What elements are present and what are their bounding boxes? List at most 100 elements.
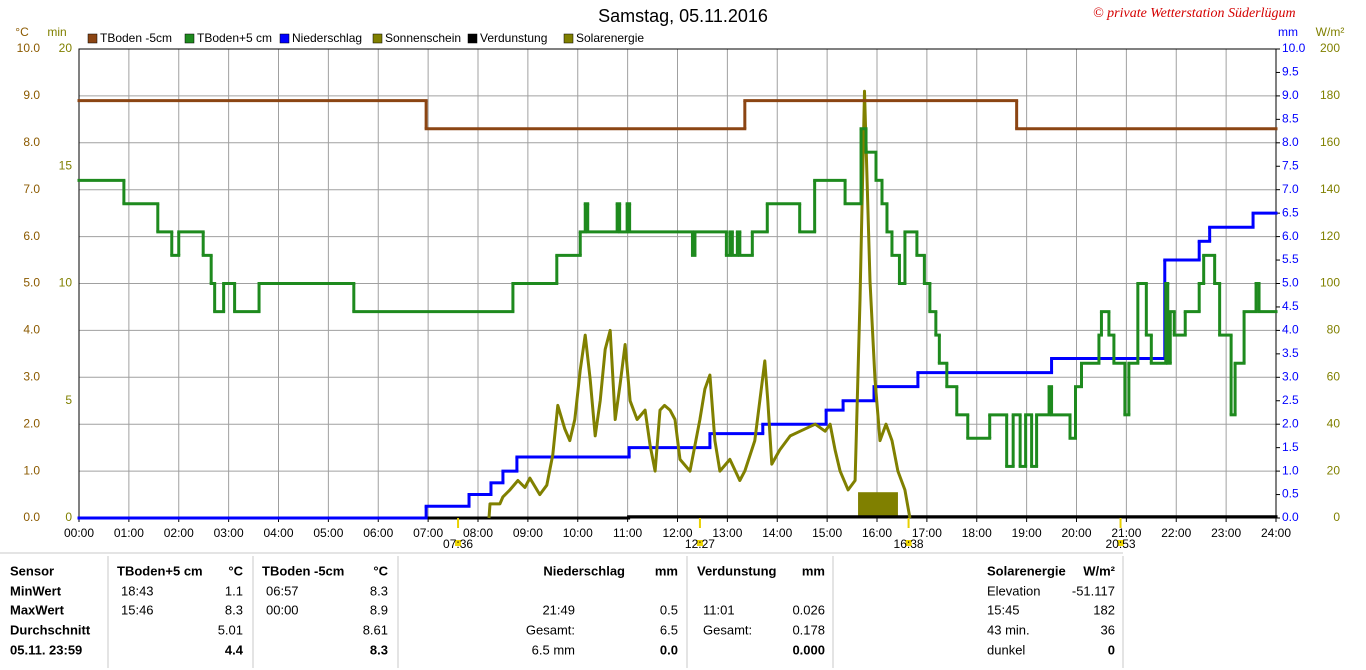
- bar: [858, 492, 898, 518]
- cell-value: 0.000: [792, 642, 825, 657]
- y-tick-label: 20: [59, 41, 73, 55]
- y-tick-label: 3.5: [1282, 346, 1299, 360]
- y-tick-label: 100: [1320, 276, 1340, 290]
- y-tick-label: 5.0: [1282, 276, 1299, 290]
- cell-value: 0.178: [792, 622, 825, 637]
- x-tick-label: 10:00: [563, 526, 593, 540]
- line: [487, 89, 912, 519]
- annotation-label: 07:36: [443, 537, 473, 551]
- y2-unit: mm: [1278, 25, 1298, 39]
- panel-unit: mm: [655, 563, 678, 578]
- cell-label: Elevation: [987, 583, 1040, 598]
- y3-unit: min: [47, 25, 66, 39]
- legend-swatch: [467, 33, 478, 44]
- x-tick-label: 19:00: [1012, 526, 1042, 540]
- x-tick-label: 24:00: [1261, 526, 1291, 540]
- x-tick-label: 12:00: [662, 526, 692, 540]
- y-tick-label: 6.0: [23, 229, 40, 243]
- cell-value: 8.61: [363, 622, 388, 637]
- cell-label: 18:43: [121, 583, 154, 598]
- y-tick-label: 15: [59, 158, 73, 172]
- panel-header: TBoden -5cm: [262, 563, 344, 578]
- cell-value: 8.3: [225, 602, 243, 617]
- legend-swatch: [563, 33, 574, 44]
- y-tick-label: 140: [1320, 182, 1340, 196]
- copyright: © private Wetterstation Süderlügum: [1093, 6, 1296, 21]
- cell-label: 06:57: [266, 583, 299, 598]
- cell-label: 43 min.: [987, 622, 1030, 637]
- x-tick-label: 18:00: [962, 526, 992, 540]
- cell-value: 8.9: [370, 602, 388, 617]
- chart-title: Samstag, 05.11.2016: [598, 6, 768, 26]
- legend-label: Sonnenschein: [385, 31, 461, 45]
- legend-label: Niederschlag: [292, 31, 362, 45]
- cell-label: 15:46: [121, 602, 154, 617]
- legend-swatch: [279, 33, 290, 44]
- annotation-label: 12:27: [685, 537, 715, 551]
- x-tick-label: 04:00: [263, 526, 293, 540]
- legend-label: Verdunstung: [480, 31, 547, 45]
- cell-value: 8.3: [370, 642, 388, 657]
- cell-label: Gesamt:: [703, 622, 752, 637]
- x-tick-label: 01:00: [114, 526, 144, 540]
- x-tick-label: 00:00: [64, 526, 94, 540]
- y-tick-label: 4.0: [1282, 323, 1299, 337]
- cell-value: 6.5: [660, 622, 678, 637]
- cell-label: 11:01: [703, 602, 735, 617]
- x-tick-label: 22:00: [1161, 526, 1191, 540]
- y-tick-label: 8.0: [1282, 135, 1299, 149]
- cell-value: 8.3: [370, 583, 388, 598]
- y4-unit: W/m²: [1316, 25, 1345, 39]
- y-tick-label: 5: [65, 393, 72, 407]
- legend-swatch: [184, 33, 195, 44]
- cell-value: -51.117: [1072, 583, 1115, 598]
- cell-value: 0.5: [660, 602, 678, 617]
- x-tick-label: 08:00: [463, 526, 493, 540]
- y-tick-label: 3.0: [23, 369, 40, 383]
- x-tick-label: 13:00: [712, 526, 742, 540]
- y-tick-label: 9.0: [1282, 88, 1299, 102]
- cell-value: 1.1: [225, 583, 243, 598]
- y-tick-label: 10.0: [1282, 41, 1306, 55]
- y-tick-label: 10: [59, 276, 73, 290]
- x-tick-label: 20:00: [1061, 526, 1091, 540]
- panel-unit: mm: [802, 563, 825, 578]
- x-tick-label: 07:00: [413, 526, 443, 540]
- y-tick-label: 2.0: [23, 416, 40, 430]
- panel-header: TBoden+5 cm: [117, 563, 203, 578]
- y-tick-label: 4.5: [1282, 299, 1299, 313]
- panel-unit: °C: [373, 563, 388, 578]
- cell-value: 0.0: [660, 642, 678, 657]
- y-tick-label: 8.0: [23, 135, 40, 149]
- y-tick-label: 0.5: [1282, 487, 1299, 501]
- x-tick-label: 21:00: [1111, 526, 1141, 540]
- cell-value: 0: [1108, 642, 1115, 657]
- panel-header: Verdunstung: [697, 563, 777, 578]
- x-tick-label: 11:00: [613, 526, 642, 540]
- cell-label: 15:45: [987, 602, 1020, 617]
- legend-swatch: [372, 33, 383, 44]
- y-tick-label: 7.5: [1282, 158, 1299, 172]
- cell-label: 21:49: [542, 602, 575, 617]
- annotation-icon: [1117, 540, 1124, 546]
- annotation-label: 20:53: [1106, 537, 1136, 551]
- annotation-label: 16:38: [894, 537, 924, 551]
- y-tick-label: 5.5: [1282, 252, 1299, 266]
- x-tick-label: 15:00: [812, 526, 842, 540]
- row-label: MinWert: [10, 583, 62, 598]
- x-tick-label: 03:00: [214, 526, 244, 540]
- y-tick-label: 40: [1327, 416, 1341, 430]
- y-tick-label: 10.0: [17, 41, 41, 55]
- y-tick-label: 4.0: [23, 323, 40, 337]
- y-tick-label: 1.0: [1282, 463, 1299, 477]
- y-tick-label: 6.0: [1282, 229, 1299, 243]
- panel-header: Solarenergie: [987, 563, 1066, 578]
- x-tick-label: 05:00: [313, 526, 343, 540]
- y-tick-label: 3.0: [1282, 369, 1299, 383]
- y-tick-label: 8.5: [1282, 112, 1299, 126]
- row-label: Durchschnitt: [10, 622, 91, 637]
- cell-label: 00:00: [266, 602, 299, 617]
- y-tick-label: 9.5: [1282, 65, 1299, 79]
- cell-label: 6.5 mm: [532, 642, 575, 657]
